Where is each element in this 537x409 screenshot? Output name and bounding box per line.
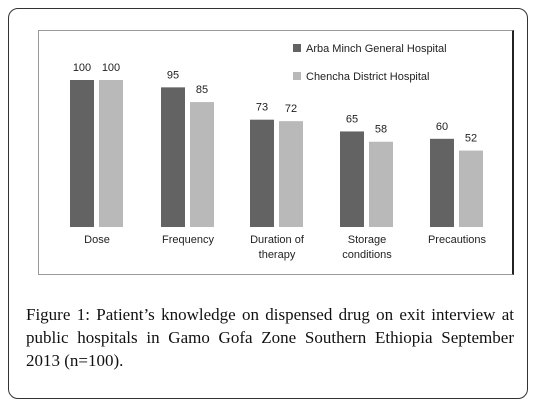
figure-frame bbox=[8, 8, 528, 399]
bar bbox=[250, 119, 274, 227]
value-label: 100 bbox=[73, 62, 91, 74]
caption-label: Figure 1: bbox=[26, 305, 90, 324]
legend-swatch bbox=[293, 72, 301, 80]
legend-label: Arba Minch General Hospital bbox=[306, 43, 447, 55]
bar bbox=[279, 121, 303, 227]
bar bbox=[70, 80, 94, 227]
bar bbox=[99, 80, 123, 227]
x-tick-label: Storage conditions bbox=[342, 234, 392, 261]
caption-text: Patient’s knowledge on dispensed drug on… bbox=[26, 305, 515, 370]
x-tick-label: Frequency bbox=[162, 234, 214, 246]
x-tick-label: Precautions bbox=[427, 234, 487, 246]
value-label: 72 bbox=[285, 103, 297, 115]
legend-swatch bbox=[293, 44, 301, 52]
value-label: 60 bbox=[436, 121, 448, 133]
plot-area bbox=[38, 30, 514, 275]
bar bbox=[161, 87, 185, 227]
bar bbox=[369, 141, 393, 227]
value-label: 52 bbox=[465, 133, 477, 145]
value-label: 58 bbox=[375, 124, 387, 136]
x-tick-label: Dose bbox=[84, 234, 110, 246]
value-label: 65 bbox=[346, 113, 358, 125]
bar bbox=[340, 131, 364, 227]
value-label: 95 bbox=[167, 69, 179, 81]
value-label: 100 bbox=[102, 62, 120, 74]
value-label: 73 bbox=[256, 102, 268, 114]
bar bbox=[459, 150, 483, 227]
legend-label: Chencha District Hospital bbox=[306, 71, 430, 83]
bar bbox=[430, 138, 454, 227]
caption: Figure 1: Patient’s knowledge on dispens… bbox=[26, 303, 514, 372]
x-tick-label: Duration of therapy bbox=[250, 234, 304, 261]
bar bbox=[190, 102, 214, 227]
value-label: 85 bbox=[196, 84, 208, 96]
